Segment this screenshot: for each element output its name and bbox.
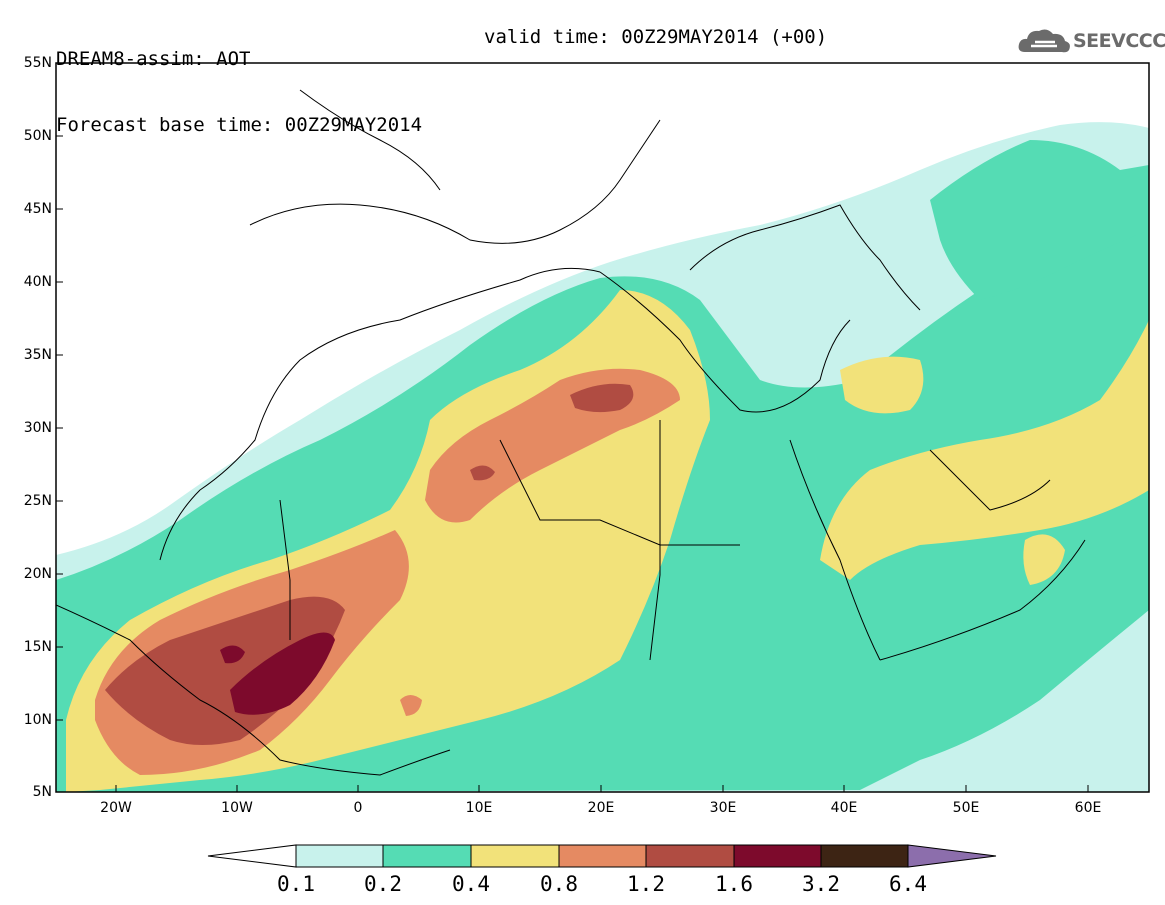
colorbar-seg-5 xyxy=(645,844,735,868)
colorbar-label: 1.2 xyxy=(627,872,665,896)
colorbar-seg-7 xyxy=(820,844,909,868)
lat-label: 20N xyxy=(23,566,52,582)
colorbar-label: 1.6 xyxy=(715,872,753,896)
lon-label: 10W xyxy=(221,800,253,816)
aot-band-1.6 xyxy=(230,632,335,715)
colorbar-label: 0.2 xyxy=(364,872,402,896)
lat-label: 35N xyxy=(23,347,52,363)
lon-label: 20E xyxy=(587,800,615,816)
lon-label: 40E xyxy=(830,800,858,816)
aot-band-0.4-oman xyxy=(1023,534,1065,585)
aot-band-1.2-north xyxy=(570,383,634,413)
lon-label: 20W xyxy=(100,800,132,816)
lon-label: 10E xyxy=(465,800,493,816)
cloud-icon xyxy=(1018,29,1070,53)
logo-text: SEEVCCC xyxy=(1073,30,1165,52)
valid-time: valid time: 00Z29MAY2014 (+00) xyxy=(484,26,828,48)
colorbar-seg-1 xyxy=(295,844,384,868)
colorbar-label: 6.4 xyxy=(889,872,927,896)
colorbar-label: 0.8 xyxy=(540,872,578,896)
colorbar-label: 3.2 xyxy=(802,872,840,896)
colorbar-seg-2 xyxy=(382,844,472,868)
lat-label: 55N xyxy=(23,55,52,71)
colorbar xyxy=(207,844,997,868)
colorbar-seg-3 xyxy=(470,844,560,868)
lat-label: 45N xyxy=(23,201,52,217)
lon-label: 50E xyxy=(952,800,980,816)
aot-band-1.2 xyxy=(105,596,345,745)
lat-label: 5N xyxy=(32,784,52,800)
lon-label: 30E xyxy=(709,800,737,816)
colorbar-seg-6 xyxy=(733,844,822,868)
lon-label: 0 xyxy=(353,800,363,816)
lat-label: 40N xyxy=(23,274,52,290)
map-title: DREAM8-assim: AOT Forecast base time: 00… xyxy=(56,4,422,158)
lat-label: 10N xyxy=(23,712,52,728)
colorbar-high-arrow xyxy=(907,844,997,868)
aot-band-0.8-benue xyxy=(400,695,422,716)
lon-label: 60E xyxy=(1074,800,1102,816)
colorbar-seg-4 xyxy=(558,844,647,868)
coastlines xyxy=(56,89,1086,776)
seevccc-logo: SEEVCCC xyxy=(1017,24,1165,58)
colorbar-label: 0.4 xyxy=(452,872,490,896)
lat-label: 50N xyxy=(23,128,52,144)
aot-band-0.4-east xyxy=(820,320,1149,580)
axis-ticks xyxy=(56,135,1089,792)
model-line: DREAM8-assim: AOT xyxy=(56,48,251,70)
lat-label: 15N xyxy=(23,639,52,655)
colorbar-low-arrow xyxy=(207,844,297,868)
colorbar-label: 0.1 xyxy=(277,872,315,896)
aot-band-0.4-gulf xyxy=(840,356,924,414)
aot-band-1.2-spot xyxy=(470,465,495,481)
lat-label: 30N xyxy=(23,420,52,436)
aot-field xyxy=(56,122,1149,792)
base-time: Forecast base time: 00Z29MAY2014 xyxy=(56,114,423,136)
aot-band-1.6-west xyxy=(220,645,245,664)
aot-band-0.2-north xyxy=(930,140,1149,300)
lat-label: 25N xyxy=(23,493,52,509)
